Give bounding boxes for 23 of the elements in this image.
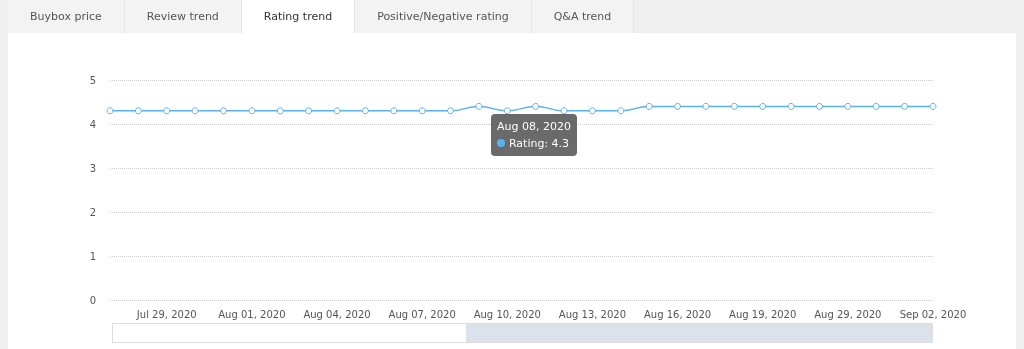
x-tick-label: Aug 19, 2020	[729, 308, 797, 320]
annotation: Rating: 4.3	[508, 137, 570, 151]
y-tick-label: 2	[89, 206, 96, 218]
y-tick-label: 1	[89, 250, 96, 262]
y-tick-label: 3	[89, 162, 96, 174]
text: Positive/Negative rating	[355, 0, 532, 33]
x-tick-label: Sep 02, 2020	[899, 308, 967, 320]
x-tick-label: Aug 01, 2020	[218, 308, 286, 320]
y-tick-label: 0	[89, 294, 96, 306]
y-tick-label: 5	[89, 74, 96, 86]
text: Rating trend	[241, 0, 356, 33]
x-tick-label: Aug 04, 2020	[303, 308, 371, 320]
y-tick-label: 4	[89, 118, 96, 130]
x-tick-label: Aug 10, 2020	[473, 308, 541, 320]
text: Review trend	[124, 0, 242, 33]
text: Q&A trend	[531, 0, 635, 33]
x-tick-label: Jul 29, 2020	[135, 308, 197, 320]
x-tick-label: Aug 16, 2020	[643, 308, 712, 320]
text: Buybox price	[8, 0, 125, 33]
annotation: Aug 08, 2020	[496, 119, 571, 136]
x-tick-label: Aug 29, 2020	[814, 308, 882, 320]
x-tick-label: Aug 07, 2020	[388, 308, 456, 320]
x-tick-label: Aug 13, 2020	[558, 308, 627, 320]
